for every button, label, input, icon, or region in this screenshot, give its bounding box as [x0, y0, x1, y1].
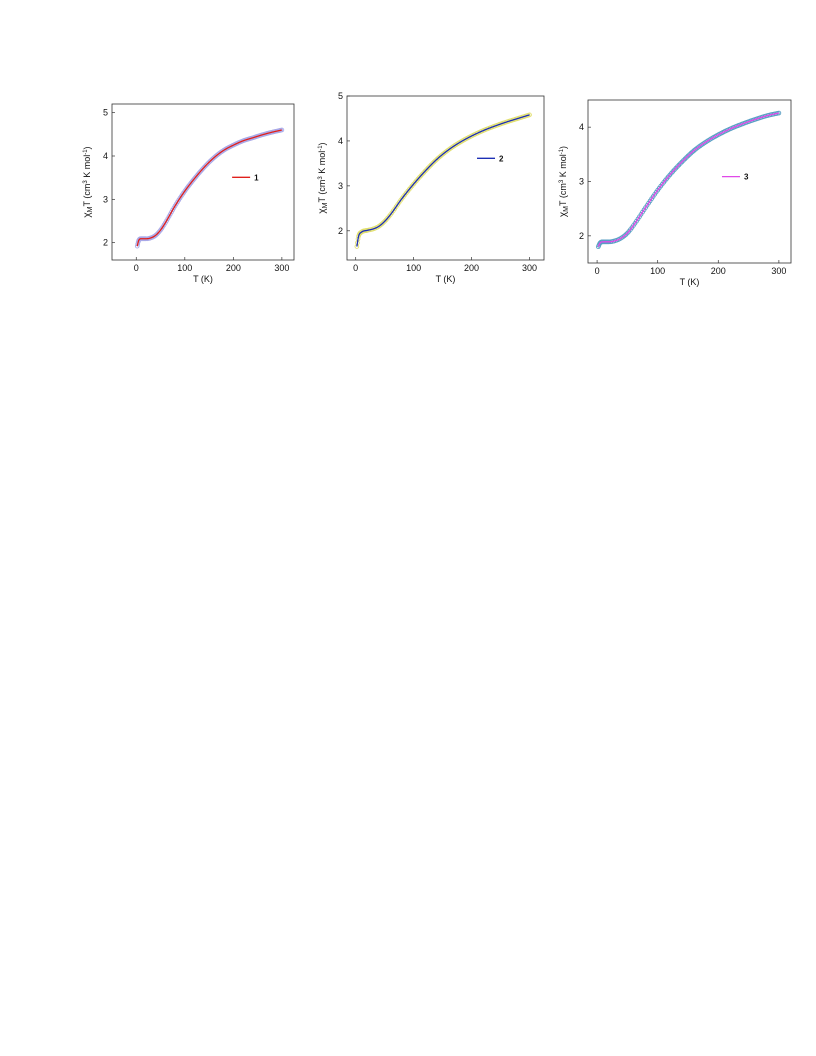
y-axis-title-sub: M [563, 206, 570, 212]
x-tick-label: 200 [464, 263, 479, 273]
y-axis-title-mid: K mol [317, 151, 327, 177]
data-point [203, 163, 208, 169]
y-axis-title-end: ) [317, 142, 327, 145]
data-point [154, 231, 160, 237]
legend-label: 1 [254, 173, 259, 182]
y-axis-title-main: T (cm [558, 183, 568, 206]
y-axis-title-main: T (cm [317, 180, 327, 203]
y-axis-title-mid: K mol [558, 154, 568, 180]
y-axis-title: χMT (cm3 K mol-1) [317, 142, 329, 213]
x-tick-label: 0 [353, 263, 358, 273]
series-2-fit-line [356, 114, 530, 247]
data-point [205, 161, 211, 166]
y-axis-title: χMT (cm3 K mol-1) [82, 146, 94, 217]
y-tick-label: 2 [579, 231, 584, 241]
x-axis-title: T (K) [436, 274, 456, 284]
y-axis-title-sup3: 3 [83, 180, 89, 184]
x-tick-label: 0 [595, 266, 600, 276]
y-axis-title-sub: M [322, 202, 329, 208]
x-tick-label: 300 [522, 263, 537, 273]
y-axis-title-end: ) [82, 146, 92, 149]
legend-label: 2 [499, 154, 504, 163]
x-tick-label: 0 [134, 263, 139, 273]
y-axis-title-chi: χ [558, 211, 569, 217]
x-tick-label: 300 [274, 263, 289, 273]
y-axis-title-chi: χ [82, 212, 93, 218]
y-axis-title-sub: M [87, 206, 94, 212]
y-tick-label: 5 [338, 91, 343, 101]
y-axis-title-main: T (cm [82, 184, 92, 207]
data-point [206, 159, 212, 165]
y-axis-title: χMT (cm3 K mol-1) [558, 146, 570, 217]
y-tick-label: 5 [103, 108, 108, 118]
y-axis-title-supneg: -1 [83, 149, 89, 155]
y-tick-label: 2 [338, 226, 343, 236]
y-tick-label: 2 [103, 238, 108, 248]
data-point [153, 232, 159, 238]
y-axis-title-sup3: 3 [559, 179, 565, 183]
y-axis-title-end: ) [558, 146, 568, 149]
data-point [200, 166, 206, 171]
y-tick-label: 3 [103, 194, 108, 204]
x-axis-title: T (K) [680, 277, 700, 287]
plot-frame [346, 95, 545, 261]
x-tick-label: 100 [406, 263, 421, 273]
x-tick-label: 200 [711, 266, 726, 276]
y-tick-label: 4 [103, 151, 108, 161]
y-tick-label: 4 [579, 122, 584, 132]
y-tick-label: 3 [579, 177, 584, 187]
data-point [201, 164, 207, 170]
series-1-points [134, 127, 285, 249]
series-2-points [354, 112, 532, 249]
x-axis-title: T (K) [193, 274, 213, 284]
series-3-fit-line [597, 112, 780, 247]
plot-frame [587, 99, 792, 264]
series-3-points [595, 110, 782, 250]
x-tick-label: 200 [226, 263, 241, 273]
x-tick-label: 300 [771, 266, 786, 276]
y-axis-title-mid: K mol [82, 155, 92, 181]
y-tick-label: 4 [338, 136, 343, 146]
plot-frame [111, 103, 295, 261]
x-tick-label: 100 [177, 263, 192, 273]
legend-label: 3 [744, 173, 749, 182]
y-axis-title-supneg: -1 [559, 148, 565, 154]
series-1-fit-line [136, 129, 282, 247]
data-point [204, 162, 209, 168]
y-axis-title-chi: χ [317, 208, 328, 214]
y-tick-label: 3 [338, 181, 343, 191]
x-tick-label: 100 [650, 266, 665, 276]
y-axis-title-supneg: -1 [318, 145, 324, 151]
y-axis-title-sup3: 3 [318, 176, 324, 180]
